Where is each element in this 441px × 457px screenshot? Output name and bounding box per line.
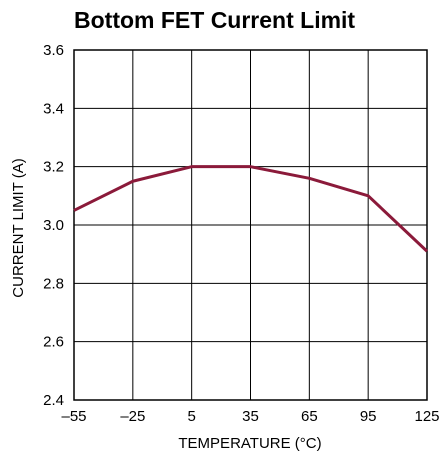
y-tick-label: 3.2 <box>43 159 64 176</box>
y-tick-label: 2.8 <box>43 275 64 292</box>
x-tick-label: –25 <box>120 408 145 425</box>
plot-frame <box>73 49 428 401</box>
grid <box>74 50 427 400</box>
chart-title: Bottom FET Current Limit <box>74 7 355 33</box>
x-tick-label: 65 <box>301 408 318 425</box>
y-axis-label: CURRENT LIMIT (A) <box>10 158 27 297</box>
y-axis-ticks: 2.4 2.6 2.8 3.0 3.2 3.4 3.6 <box>43 42 64 409</box>
x-tick-label: 5 <box>187 408 195 425</box>
x-tick-label: 95 <box>360 408 377 425</box>
x-tick-label: 35 <box>242 408 259 425</box>
y-tick-label: 3.0 <box>43 217 64 234</box>
x-axis-label: TEMPERATURE (°C) <box>178 435 321 452</box>
y-tick-label: 2.6 <box>43 334 64 351</box>
x-tick-label: –55 <box>61 408 86 425</box>
y-tick-label: 2.4 <box>43 392 64 409</box>
y-tick-label: 3.6 <box>43 42 64 59</box>
y-tick-label: 3.4 <box>43 100 64 117</box>
x-tick-label: 125 <box>414 408 439 425</box>
x-axis-ticks: –55 –25 5 35 65 95 125 <box>61 408 439 425</box>
series-layer <box>73 165 429 253</box>
